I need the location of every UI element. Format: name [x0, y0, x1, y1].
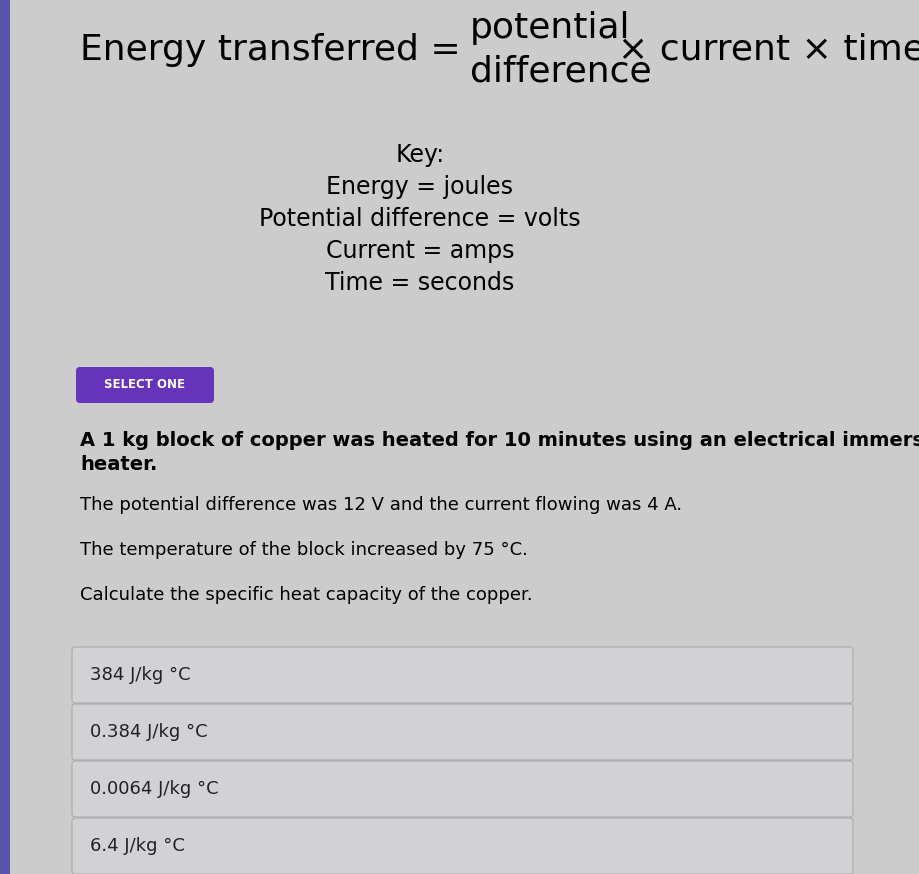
Text: difference: difference	[470, 55, 651, 89]
Text: SELECT ONE: SELECT ONE	[105, 378, 186, 392]
Text: Time = seconds: Time = seconds	[325, 271, 514, 295]
Text: Energy = joules: Energy = joules	[326, 175, 513, 199]
Text: Calculate the specific heat capacity of the copper.: Calculate the specific heat capacity of …	[80, 586, 532, 604]
Text: The temperature of the block increased by 75 °C.: The temperature of the block increased b…	[80, 541, 528, 559]
FancyBboxPatch shape	[72, 761, 852, 817]
Text: 0.0064 J/kg °C: 0.0064 J/kg °C	[90, 780, 219, 798]
Text: 384 J/kg °C: 384 J/kg °C	[90, 666, 190, 684]
FancyBboxPatch shape	[72, 647, 852, 703]
Text: 0.384 J/kg °C: 0.384 J/kg °C	[90, 723, 208, 741]
Text: A 1 kg block of copper was heated for 10 minutes using an electrical immersion: A 1 kg block of copper was heated for 10…	[80, 431, 919, 449]
Text: Energy transferred =: Energy transferred =	[80, 33, 471, 67]
Text: The potential difference was 12 V and the current flowing was 4 A.: The potential difference was 12 V and th…	[80, 496, 681, 514]
Bar	[0, 0, 10, 874]
Text: heater.: heater.	[80, 455, 157, 475]
Text: Potential difference = volts: Potential difference = volts	[259, 207, 580, 231]
Text: × current × time: × current × time	[618, 33, 919, 67]
Text: Key:: Key:	[395, 143, 444, 167]
Text: Current = amps: Current = amps	[325, 239, 514, 263]
FancyBboxPatch shape	[76, 367, 214, 403]
FancyBboxPatch shape	[72, 704, 852, 760]
Text: 6.4 J/kg °C: 6.4 J/kg °C	[90, 837, 185, 855]
Text: potential: potential	[470, 11, 630, 45]
FancyBboxPatch shape	[72, 818, 852, 874]
